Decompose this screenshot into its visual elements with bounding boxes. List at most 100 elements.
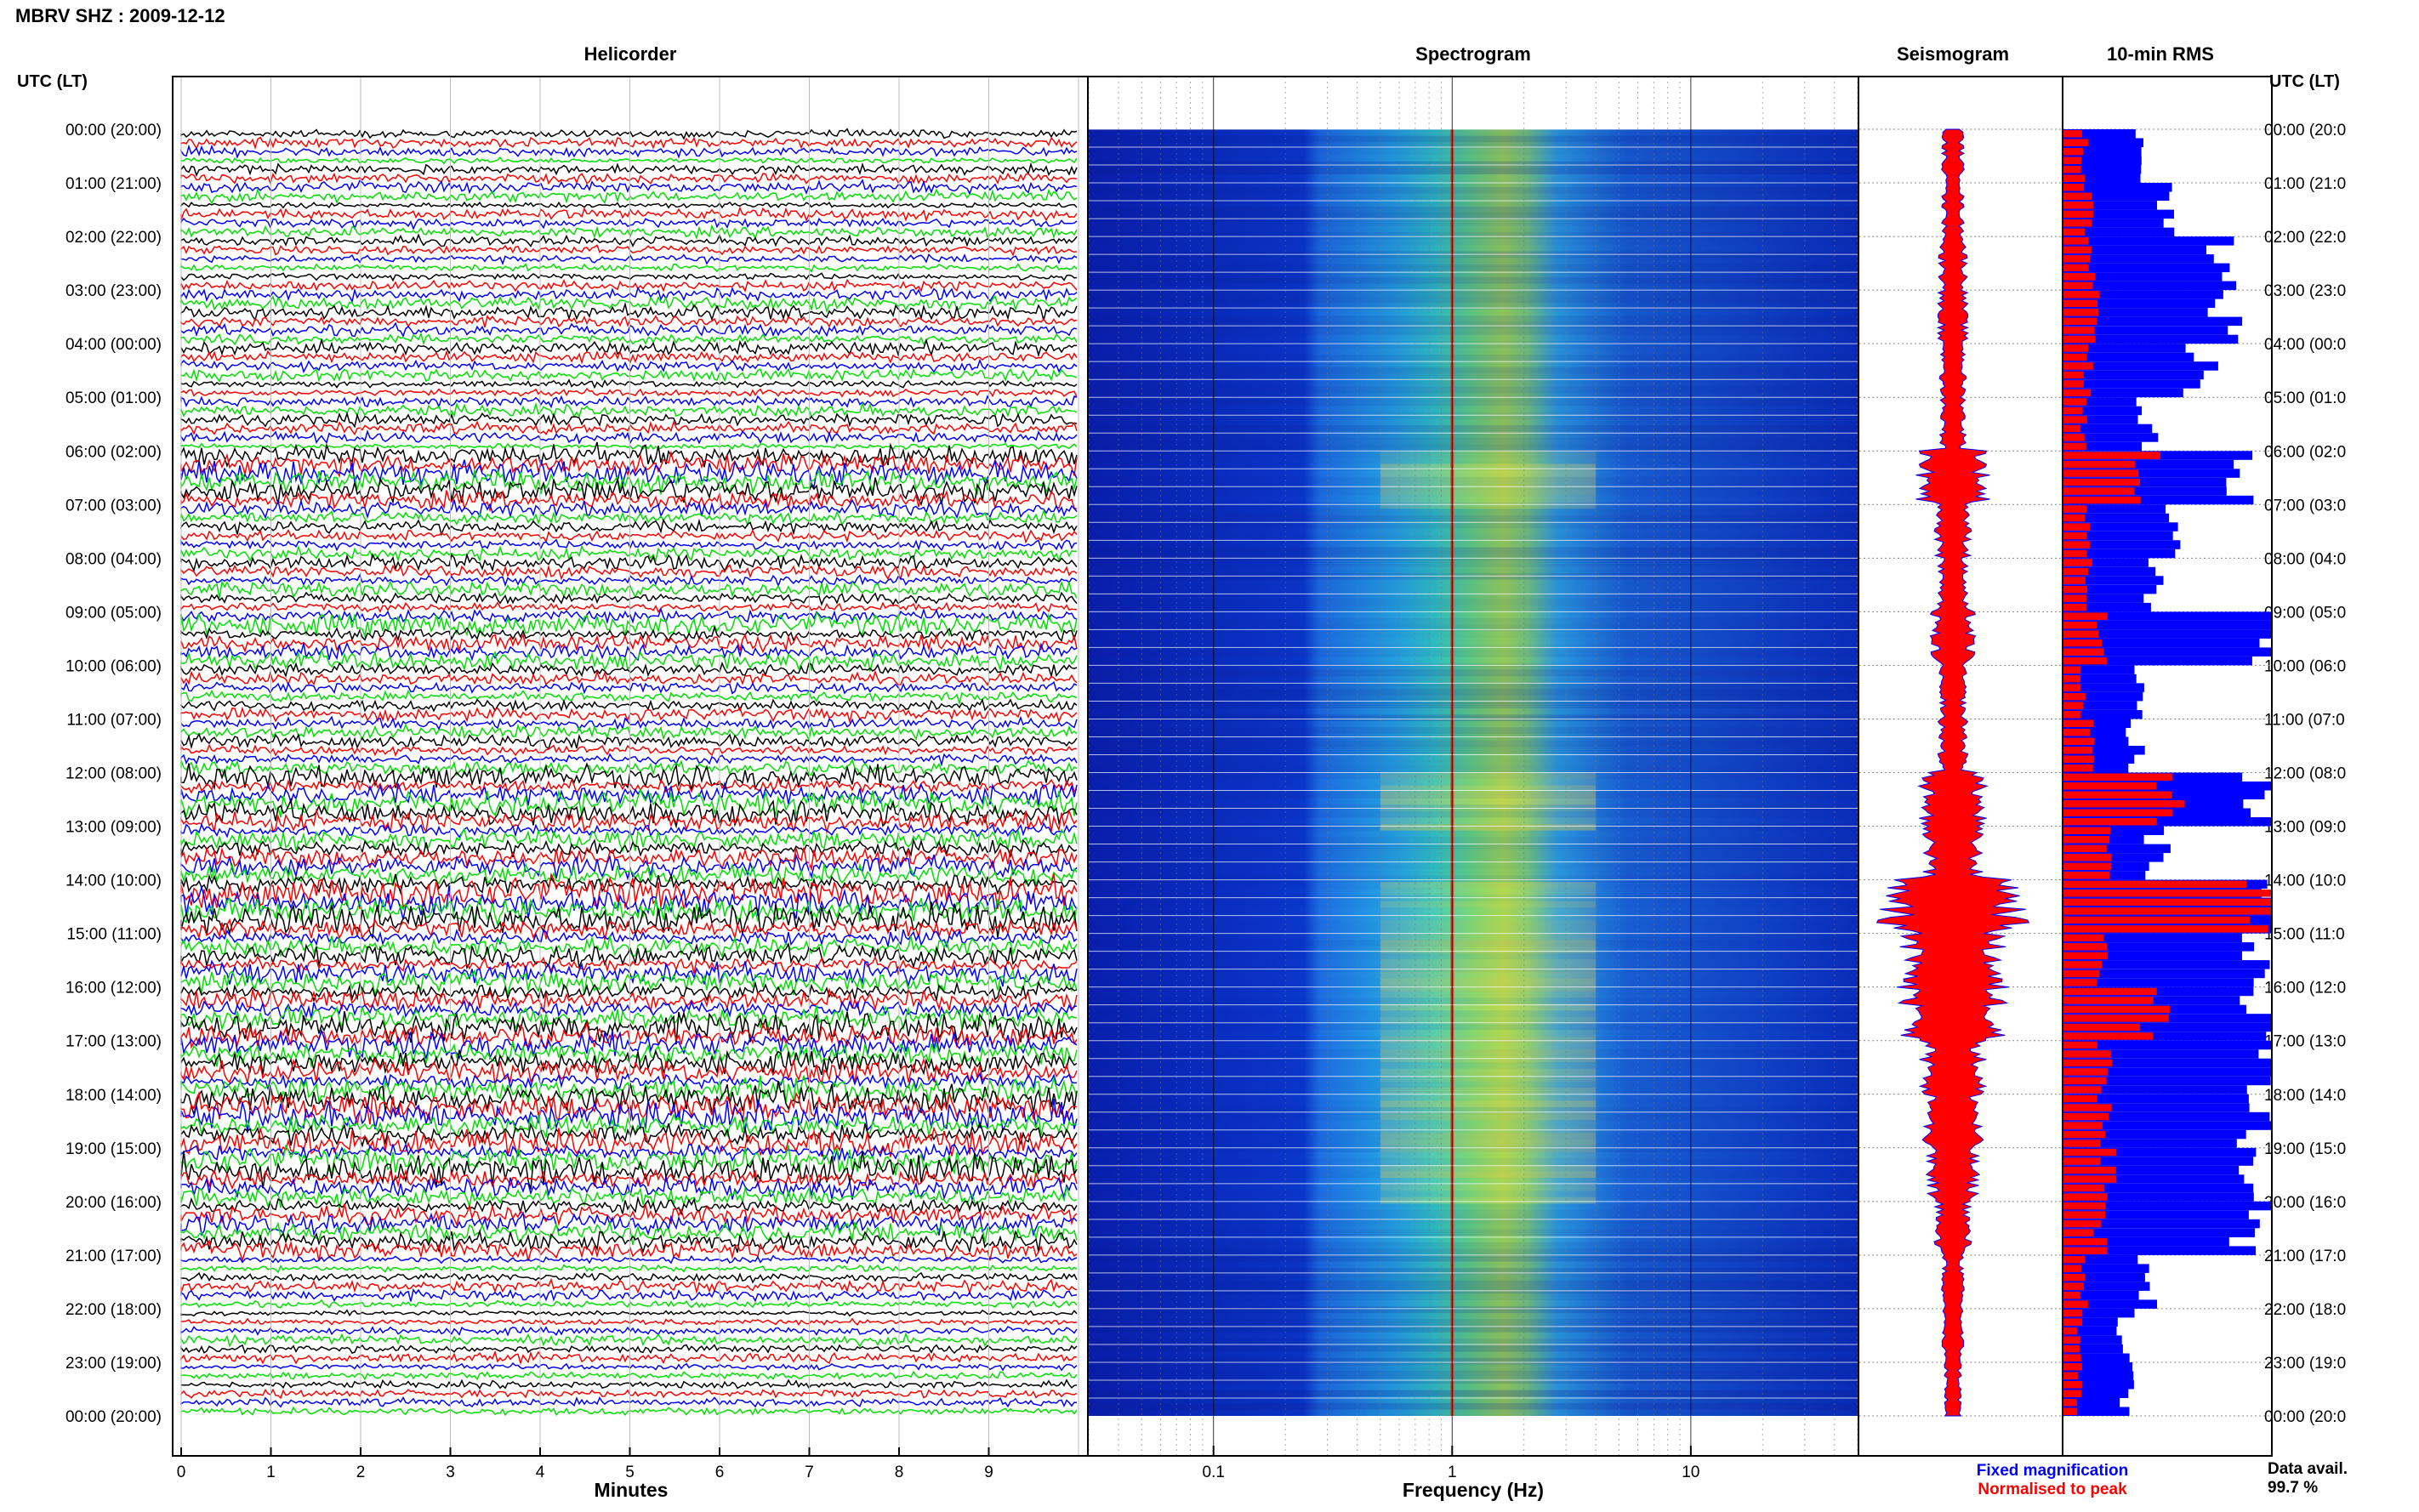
spectrogram-row (1089, 830, 1858, 838)
helicorder-trace (180, 1229, 1078, 1254)
spectrogram-energy (1380, 502, 1597, 509)
rms-bar-normalised (2063, 1381, 2083, 1389)
rms-bar-normalised (2063, 1068, 2109, 1076)
rms-bar-normalised (2063, 872, 2110, 879)
rms-bar-normalised (2063, 862, 2112, 871)
rms-bar-normalised (2063, 327, 2095, 334)
rms-bar-fixed (2063, 477, 2227, 487)
rms-bar-fixed (2063, 594, 2144, 603)
rms-bar-normalised (2063, 487, 2135, 495)
spectrogram-row (1089, 1139, 1858, 1146)
rms-bar-normalised (2063, 1175, 2117, 1183)
rms-bar-normalised (2063, 1407, 2078, 1415)
rms-bar-normalised (2063, 765, 2093, 772)
helicorder-trace (180, 758, 1078, 778)
spectrogram-row (1089, 779, 1858, 786)
rms-bar-fixed (2063, 388, 2183, 398)
spectrogram-row (1089, 129, 1858, 136)
spectrogram-energy (1380, 958, 1597, 966)
helicorder-trace (180, 1238, 1078, 1262)
time-label-left: 19:00 (15:00) (65, 1140, 162, 1158)
time-label-right: 10:00 (06:0 (2264, 657, 2346, 675)
spectrogram-energy (1380, 940, 1597, 946)
rms-bar-normalised (2063, 335, 2096, 344)
rms-bar-normalised (2063, 549, 2087, 558)
spectrogram-energy (1380, 1043, 1597, 1049)
helicorder-trace (180, 263, 1078, 273)
rms-bar-normalised (2063, 246, 2092, 254)
helicorder-trace (180, 301, 1078, 322)
rms-bar-normalised (2063, 943, 2108, 951)
rms-bar-fixed (2063, 1157, 2254, 1166)
spectrogram-energy (1380, 451, 1597, 458)
helicorder-trace (180, 1090, 1078, 1125)
rms-bar-normalised (2063, 371, 2084, 379)
spectrogram-row (1089, 824, 1858, 831)
rms-bar-fixed (2063, 361, 2218, 371)
helicorder-trace (180, 1075, 1078, 1105)
rms-bar-normalised (2063, 202, 2093, 209)
rms-bar-fixed (2063, 736, 2129, 746)
rms-bar-fixed (2063, 272, 2223, 281)
rms-bar-fixed (2063, 1049, 2259, 1059)
helicorder-trace (180, 580, 1078, 600)
spectrogram-row (1089, 1339, 1858, 1345)
rms-bar-normalised (2063, 130, 2082, 138)
helicorder-trace (180, 1203, 1078, 1227)
rms-bar-fixed (2063, 719, 2132, 728)
time-label-left: 18:00 (14:00) (65, 1087, 162, 1105)
rms-bar-normalised (2063, 1005, 2171, 1014)
spectrogram-row (1089, 566, 1858, 573)
spectrogram-energy (1380, 798, 1597, 805)
spectrogram-energy (1380, 496, 1597, 503)
helicorder-trace (180, 128, 1078, 140)
rms-bar-normalised (2063, 898, 2271, 907)
rms-bar-fixed (2063, 1103, 2250, 1112)
spectrogram-energy (1380, 882, 1597, 889)
spectrogram-row (1089, 1209, 1858, 1217)
rms-bar-normalised (2063, 309, 2099, 316)
helicorder-trace (180, 206, 1078, 223)
spectrogram-x-tick-label: 0.1 (1203, 1464, 1225, 1481)
helicorder-trace (180, 172, 1078, 185)
helicorder-trace (180, 853, 1078, 881)
time-label-right: 09:00 (05:0 (2264, 604, 2346, 622)
rms-bar-fixed (2063, 1022, 2271, 1032)
time-label-left: 23:00 (19:00) (65, 1355, 162, 1373)
spectrogram-row (1089, 1158, 1858, 1165)
helicorder-trace (180, 1406, 1078, 1417)
time-label-right: 08:00 (04:0 (2264, 550, 2346, 568)
helicorder-trace (180, 955, 1078, 976)
spectrogram-energy (1380, 1023, 1597, 1031)
rms-bar-fixed (2063, 486, 2227, 496)
spectrogram-row (1089, 1203, 1858, 1210)
helicorder-trace (180, 332, 1078, 346)
rms-bar-fixed (2063, 540, 2181, 549)
spectrogram-panel (1088, 77, 1858, 1456)
helicorder-trace (180, 217, 1078, 230)
spectrogram-energy (1380, 1184, 1597, 1191)
time-label-right: 00:00 (20:0 (2264, 1408, 2346, 1426)
rms-bar-normalised (2063, 1399, 2077, 1407)
spectrogram-row (1089, 869, 1858, 876)
rms-bar-normalised (2063, 514, 2086, 522)
rms-bar-fixed (2063, 986, 2254, 997)
spectrogram-energy (1380, 952, 1597, 959)
helicorder-x-tick-label: 2 (356, 1464, 366, 1481)
rms-bar-normalised (2063, 1112, 2109, 1121)
spectrogram-energy (1380, 1003, 1597, 1011)
rms-bar-fixed (2063, 423, 2153, 434)
spectrogram-row (1089, 476, 1858, 484)
rms-bar-fixed (2063, 352, 2194, 362)
rms-bar-fixed (2063, 1264, 2149, 1273)
legend-fixed-magnification: Fixed magnification (1977, 1462, 2128, 1480)
rms-bar-fixed (2063, 629, 2271, 639)
rms-bar-normalised (2063, 380, 2084, 388)
time-label-left: 01:00 (21:00) (65, 175, 162, 193)
spectrogram-energy (1380, 1151, 1597, 1159)
helicorder-trace (180, 941, 1078, 970)
spectrogram-row (1089, 843, 1858, 850)
spectrogram-energy (1380, 946, 1597, 953)
rms-bar-normalised (2063, 674, 2080, 683)
spectrogram-energy (1380, 972, 1597, 979)
